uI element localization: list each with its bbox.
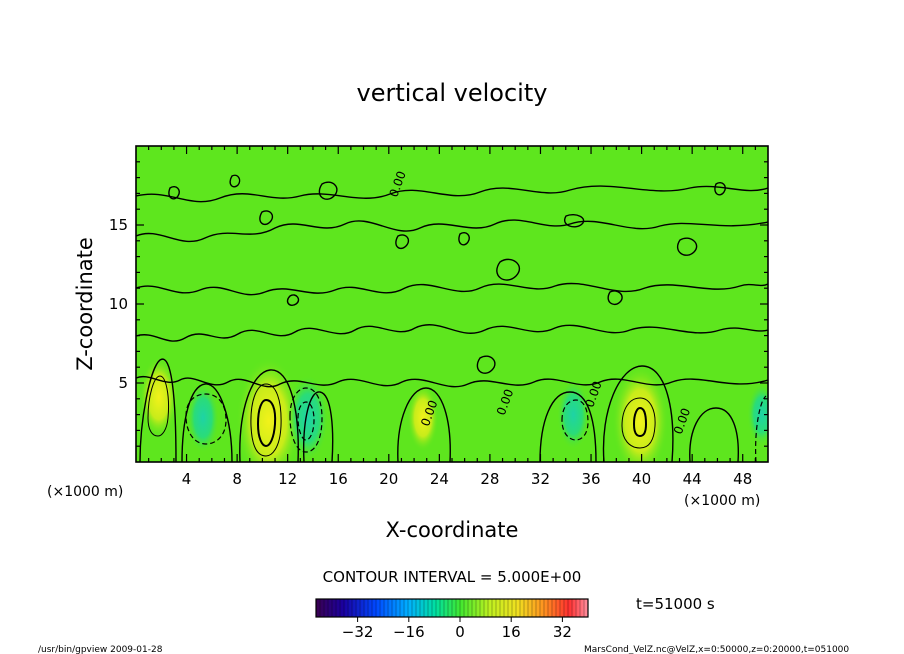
colorbar-tick-label: −16 <box>393 623 425 641</box>
colorbar-ticks: −32 −16 0 16 32 <box>342 617 572 641</box>
contour-line <box>136 324 768 342</box>
updraft-region <box>139 357 178 438</box>
contour-line <box>302 391 334 462</box>
colorbar-frame <box>315 598 589 618</box>
x-tick-label: 40 <box>632 470 651 488</box>
contour-line <box>136 375 768 388</box>
contour-line <box>689 407 739 462</box>
downdraft-region <box>747 382 768 447</box>
y-tick-label: 10 <box>109 295 128 313</box>
colorbar-stripes <box>315 599 585 617</box>
contour-line <box>136 185 768 203</box>
contour-line <box>229 174 241 188</box>
contour-line <box>259 210 274 226</box>
colorbar-tick-label: 0 <box>455 623 465 641</box>
colorbar-tick-label: −32 <box>342 623 374 641</box>
negative-contours <box>185 387 767 462</box>
x-tick-label: 36 <box>581 470 600 488</box>
x-tick-label: 12 <box>278 470 297 488</box>
contour-line <box>286 294 300 306</box>
footer-left: /usr/bin/gpview 2009-01-28 <box>38 645 163 654</box>
contour-line <box>602 365 674 462</box>
negative-contour <box>755 395 767 462</box>
footer-right: MarsCond_VelZ.nc@VelZ,x=0:50000,z=0:2000… <box>584 645 849 654</box>
x-tick-label: 44 <box>683 470 702 488</box>
x-tick-label: 16 <box>329 470 348 488</box>
negative-contour <box>561 399 589 441</box>
contour-line <box>632 406 648 438</box>
plot-area: 0.00 0.00 0.000.000.00 4 8 12 16 20 24 28 32 36 40 4… <box>109 145 769 488</box>
contour-line <box>168 186 180 200</box>
contour-line <box>564 214 585 228</box>
x-tick-label: 48 <box>733 470 752 488</box>
y-axis-ticks: 5 10 15 <box>109 161 768 447</box>
contour-line <box>621 397 656 449</box>
plot-background <box>136 146 768 462</box>
contour-line <box>139 358 177 462</box>
y-axis-label: Z-coordinate <box>73 237 97 371</box>
chart-title: vertical velocity <box>357 79 548 107</box>
y-tick-label: 5 <box>118 374 128 392</box>
contour-line <box>250 383 282 457</box>
time-label: t=51000 s <box>636 595 715 613</box>
x-tick-label: 4 <box>182 470 192 488</box>
colorbar-fill <box>316 599 588 617</box>
colorbar: −32 −16 0 16 32 <box>315 598 589 641</box>
downdraft-region <box>186 382 220 453</box>
contour-line <box>714 182 726 196</box>
x-tick-label: 24 <box>430 470 449 488</box>
contour-line <box>136 219 768 243</box>
x-tick-label: 20 <box>379 470 398 488</box>
x-tick-label: 32 <box>531 470 550 488</box>
contour-line <box>458 232 470 246</box>
negative-contour <box>289 387 323 453</box>
contour-line <box>397 387 451 462</box>
x-axis-ticks: 4 8 12 16 20 24 28 32 36 40 44 48 <box>148 146 756 488</box>
colorbar-tick-label: 16 <box>502 623 521 641</box>
x-unit-label-right: (×1000 m) <box>684 493 760 509</box>
updraft-region <box>612 364 669 462</box>
contour-line <box>539 391 597 462</box>
colorbar-tick-label: 32 <box>553 623 572 641</box>
x-tick-label: 28 <box>480 470 499 488</box>
contour-line <box>256 398 277 448</box>
negative-contour <box>185 393 227 445</box>
updraft-region <box>407 384 439 452</box>
negative-contour <box>297 401 315 441</box>
contour-interval-text: CONTOUR INTERVAL = 5.000E+00 <box>323 568 582 586</box>
x-tick-label: 8 <box>232 470 242 488</box>
contour-lines <box>136 174 768 462</box>
contour-line <box>239 369 299 462</box>
contour-line <box>136 282 768 296</box>
contour-line <box>476 355 496 374</box>
contour-line <box>147 375 169 437</box>
contour-line <box>496 258 521 281</box>
y-tick-label: 15 <box>109 216 128 234</box>
contour-line <box>318 181 338 200</box>
contour-line <box>676 237 698 256</box>
contour-line <box>395 234 410 250</box>
contour-line <box>181 383 233 462</box>
contour-line <box>607 290 623 306</box>
x-unit-label-left: (×1000 m) <box>47 484 123 500</box>
x-axis-label: X-coordinate <box>386 518 519 542</box>
